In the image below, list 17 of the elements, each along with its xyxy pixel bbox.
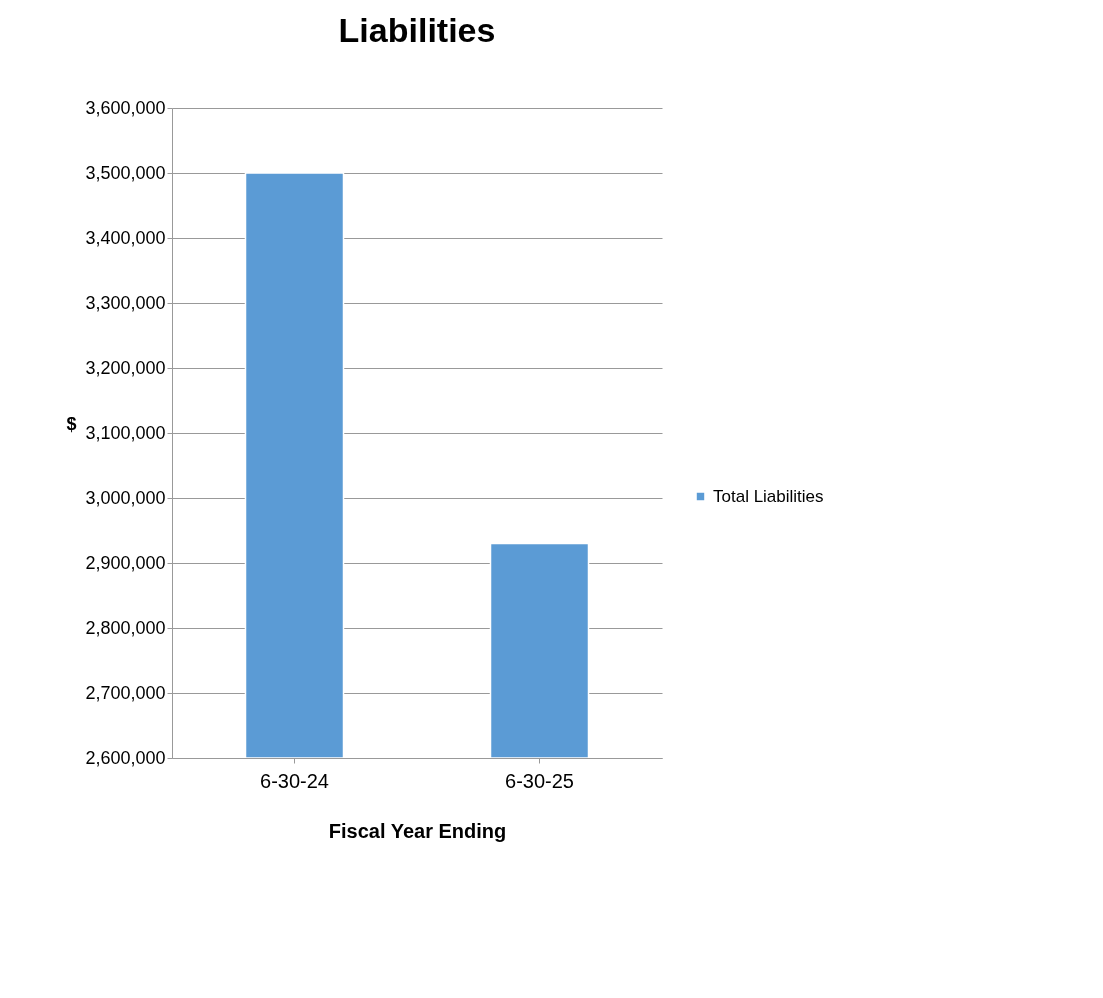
x-tick-label: 6-30-24 bbox=[260, 769, 329, 792]
x-tick-label: 6-30-25 bbox=[505, 769, 574, 792]
y-tick-label: 2,700,000 bbox=[85, 682, 166, 703]
y-tick-label: 3,600,000 bbox=[85, 97, 166, 118]
y-tick-label: 2,600,000 bbox=[85, 747, 166, 768]
x-axis-title: Fiscal Year Ending bbox=[328, 819, 507, 842]
legend-label: Total Liabilities bbox=[713, 486, 824, 506]
y-tick-label: 3,100,000 bbox=[85, 422, 166, 443]
y-tick-label: 3,400,000 bbox=[85, 227, 166, 248]
y-tick-label: 3,000,000 bbox=[85, 487, 166, 508]
y-tick-label: 2,900,000 bbox=[85, 552, 166, 573]
y-tick-label: 2,800,000 bbox=[85, 617, 166, 638]
y-tick-label: 3,300,000 bbox=[85, 292, 166, 313]
chart-title: Liabilities bbox=[338, 11, 496, 49]
y-tick-label: 3,200,000 bbox=[85, 357, 166, 378]
y-tick-label: 3,500,000 bbox=[85, 162, 166, 183]
y-axis-title: $ bbox=[66, 413, 77, 434]
